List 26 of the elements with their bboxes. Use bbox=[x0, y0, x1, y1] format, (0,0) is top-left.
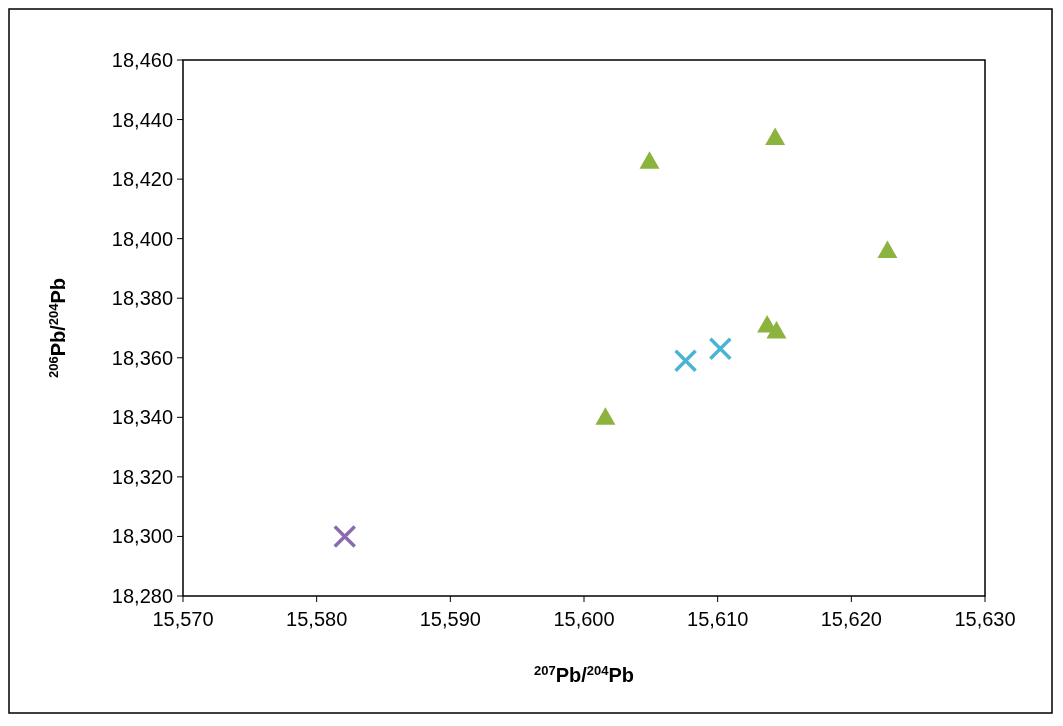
point bbox=[332, 524, 357, 549]
x-tick-label: 15,610 bbox=[687, 608, 749, 630]
y-tick-label: 18,380 bbox=[111, 287, 173, 310]
x-tick-label: 15,630 bbox=[954, 608, 1016, 630]
x-tick-label: 15,580 bbox=[286, 608, 348, 630]
point bbox=[595, 407, 616, 425]
y-tick-label: 18,440 bbox=[111, 108, 173, 131]
point bbox=[877, 240, 898, 259]
point bbox=[673, 349, 698, 373]
x-tick-label: 15,570 bbox=[152, 608, 214, 630]
x-axis-title: $^{207}$Pb/$^{204}$Pb bbox=[533, 662, 635, 686]
point bbox=[708, 337, 733, 361]
point bbox=[766, 320, 787, 339]
point bbox=[765, 127, 786, 145]
y-tick-label: 18,420 bbox=[111, 168, 173, 191]
x-tick-label: 15,620 bbox=[820, 608, 882, 630]
y-tick-label: 18,320 bbox=[111, 465, 173, 488]
y-tick-label: 18,300 bbox=[111, 525, 173, 548]
y-tick-label: 18,400 bbox=[111, 227, 173, 250]
point bbox=[639, 151, 660, 169]
y-tick-label: 18,340 bbox=[111, 406, 173, 429]
x-tick-label: 15,600 bbox=[553, 608, 615, 630]
y-tick-label: 18,280 bbox=[111, 585, 173, 607]
y-tick-label: 18,360 bbox=[111, 346, 173, 369]
y-tick-label: 18,460 bbox=[111, 49, 173, 71]
x-tick-label: 15,590 bbox=[419, 608, 481, 630]
